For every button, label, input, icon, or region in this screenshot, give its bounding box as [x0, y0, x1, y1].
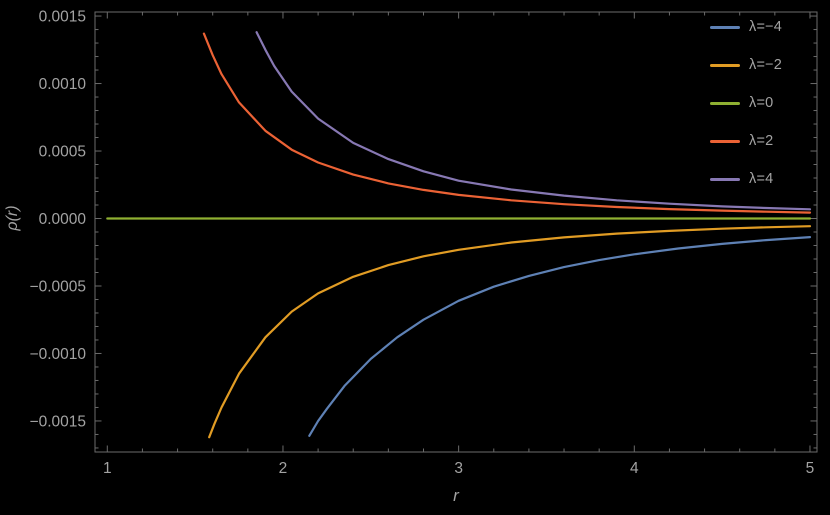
x-tick-label: 3 — [454, 460, 463, 477]
legend: λ=−4 λ=−2 λ=0 λ=2 λ=4 — [710, 18, 782, 188]
y-tick-label: −0.0010 — [30, 346, 87, 363]
legend-swatch-lambda-4 — [710, 177, 740, 181]
curve-lambda-4 — [255, 31, 812, 211]
y-tick-label: 0.0005 — [39, 144, 86, 161]
legend-item-lambda-2: λ=2 — [710, 132, 782, 150]
y-tick-label: −0.0005 — [30, 278, 86, 295]
y-tick-label: 0.0015 — [39, 9, 86, 26]
legend-swatch-lambda-2 — [710, 139, 740, 143]
legend-item-lambda-0: λ=0 — [710, 94, 782, 112]
legend-swatch-lambda-0 — [710, 101, 740, 105]
legend-item-lambda-neg2: λ=−2 — [710, 56, 782, 74]
legend-swatch-lambda-neg4 — [710, 25, 740, 29]
plot-frame — [94, 11, 818, 453]
legend-label: λ=−4 — [749, 19, 783, 35]
legend-item-lambda-neg4: λ=−4 — [710, 18, 782, 36]
curve-lambda-2 — [202, 32, 812, 214]
y-tick-label: 0.0000 — [39, 211, 87, 228]
legend-label: λ=2 — [749, 133, 774, 149]
x-tick-label: 5 — [806, 460, 815, 477]
y-axis-label: ρ(r) — [4, 205, 21, 231]
legend-label: λ=0 — [749, 95, 774, 111]
x-tick-label: 2 — [279, 460, 288, 477]
legend-label: λ=4 — [749, 171, 774, 187]
x-axis-label: r — [453, 486, 459, 505]
curve-lambda-neg2 — [208, 225, 812, 439]
y-tick-label: −0.0015 — [30, 413, 86, 430]
x-tick-label: 4 — [630, 460, 639, 477]
legend-item-lambda-4: λ=4 — [710, 170, 782, 188]
y-tick-label: 0.0010 — [39, 76, 87, 93]
legend-label: λ=−2 — [749, 57, 783, 73]
x-tick-label: 1 — [103, 460, 112, 477]
legend-swatch-lambda-neg2 — [710, 63, 740, 67]
curve-lambda-neg4 — [308, 236, 812, 437]
